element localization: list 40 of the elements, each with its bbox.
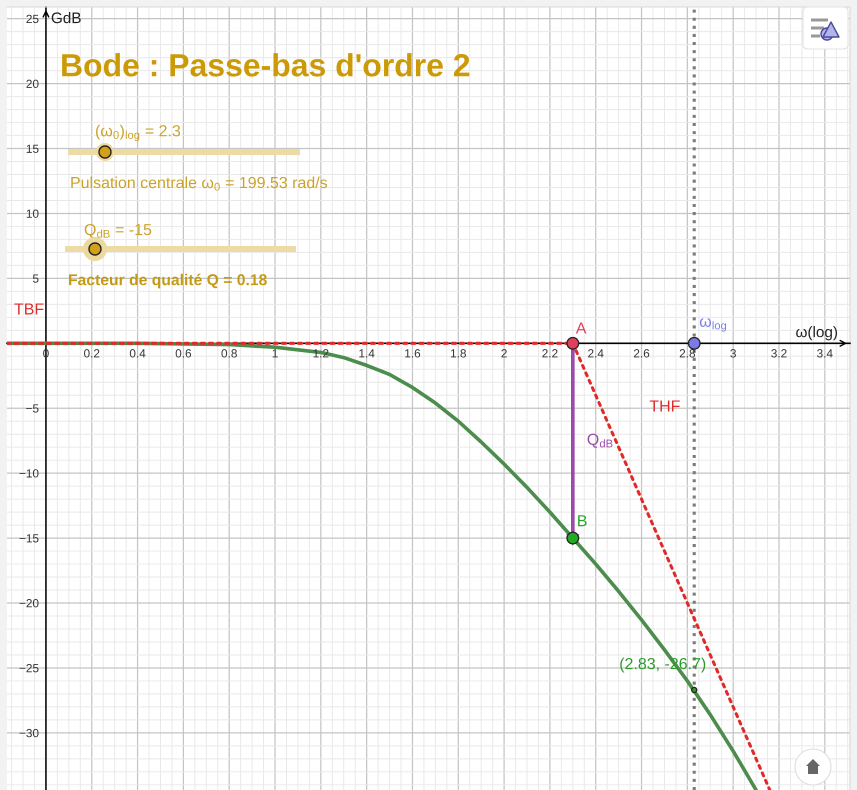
- y-tick-label: −25: [20, 664, 39, 672]
- x-tick-label: 0.4: [130, 349, 146, 358]
- x-tick-label: 0.2: [84, 349, 100, 358]
- x-tick-label: 0.8: [221, 349, 237, 358]
- x-tick-label: 2: [501, 349, 507, 358]
- series-label: B: [578, 515, 587, 526]
- x-tick-label: 3.2: [771, 349, 787, 358]
- x-axis-title: ω(log): [796, 326, 838, 340]
- y-axis-title: GdB: [52, 12, 81, 24]
- annotation: Pulsation centrale ω$_{0}$ = 199.53 rad/s: [71, 176, 328, 191]
- y-tick-label: −10: [20, 469, 39, 478]
- y-tick-label: 15: [26, 144, 39, 153]
- annotation: Q$_{dB}$ = -15: [84, 224, 152, 238]
- x-tick-label: 2.8: [680, 349, 696, 358]
- y-tick-label: 25: [26, 14, 39, 24]
- y-tick-label: −20: [20, 599, 39, 608]
- x-tick-label: 2.6: [634, 349, 650, 358]
- y-tick-label: −15: [20, 534, 39, 542]
- series-label: ω$_{log}$: [700, 318, 726, 332]
- x-tick-label: 2.4: [588, 349, 604, 358]
- x-tick-label: 0.6: [176, 349, 192, 358]
- series-label: A: [576, 322, 586, 334]
- x-tick-label: 3.4: [817, 349, 833, 358]
- x-tick-label: 2.2: [542, 349, 558, 358]
- x-tick-label: 3: [730, 349, 736, 358]
- x-tick-label: 1.8: [450, 349, 466, 358]
- text: Bode : Passe-bas d'ordre 2: [62, 53, 470, 77]
- x-tick-label: 1.4: [359, 349, 375, 358]
- series-label: TBF: [14, 303, 44, 314]
- x-tick-label: 1: [272, 349, 278, 358]
- text: THF: [650, 400, 680, 412]
- annotation: Facteur de qualité Q = 0.18: [69, 274, 267, 288]
- y-tick-label: 5: [32, 274, 39, 283]
- series-label: Q$_{dB}$: [588, 434, 612, 448]
- y-tick-label: −30: [20, 728, 39, 738]
- y-tick-label: 20: [26, 80, 39, 88]
- y-tick-label: −5: [26, 404, 39, 413]
- annotation: (ω$_{0}$)$_{log}$ = 2.3: [96, 124, 180, 142]
- x-tick-label: 1.6: [405, 349, 420, 358]
- y-tick-label: 10: [26, 209, 39, 218]
